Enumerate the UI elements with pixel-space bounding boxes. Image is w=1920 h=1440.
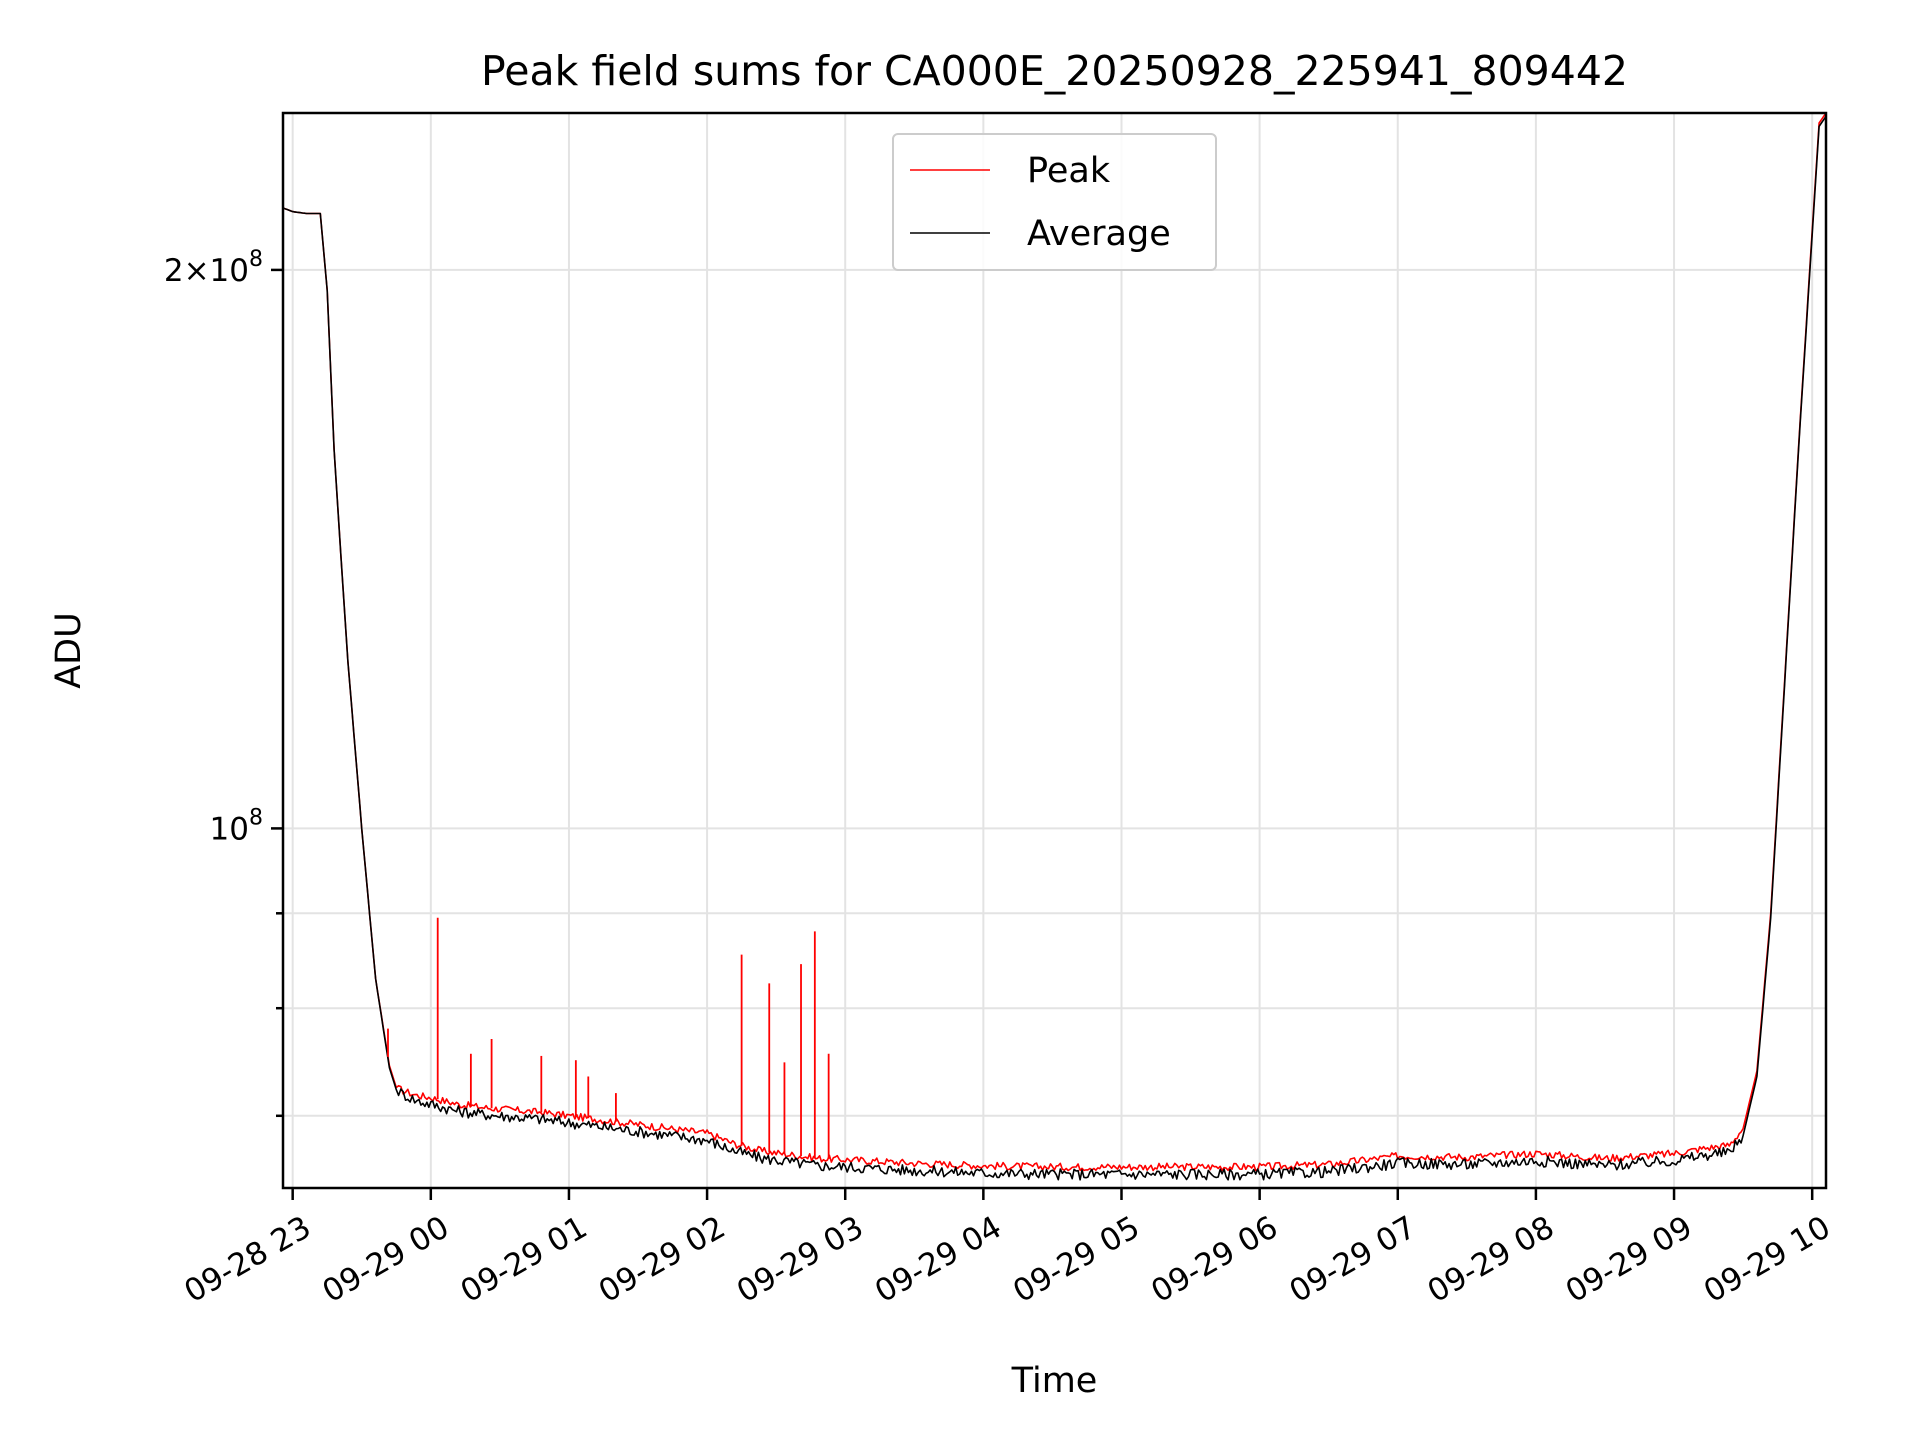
chart-title: Peak field sums for CA000E_20250928_2259… xyxy=(481,47,1628,95)
y-tick-label: 108 xyxy=(210,805,263,847)
legend-box xyxy=(892,133,1217,271)
average-series-line xyxy=(283,115,1826,1181)
y-axis-label: ADU xyxy=(49,612,89,689)
series-group xyxy=(283,113,1826,1181)
plot-area xyxy=(283,113,1826,1181)
peak-series-line xyxy=(283,113,1826,1172)
y-tick-label: 2×108 xyxy=(164,247,263,289)
legend-label-average: Average xyxy=(1027,214,1171,254)
x-axis-label: Time xyxy=(1011,1361,1098,1401)
grid xyxy=(283,113,1826,1188)
legend-label-peak: Peak xyxy=(1027,151,1111,191)
plot-frame xyxy=(281,111,1828,1190)
legend: Peak Average xyxy=(892,133,1217,271)
